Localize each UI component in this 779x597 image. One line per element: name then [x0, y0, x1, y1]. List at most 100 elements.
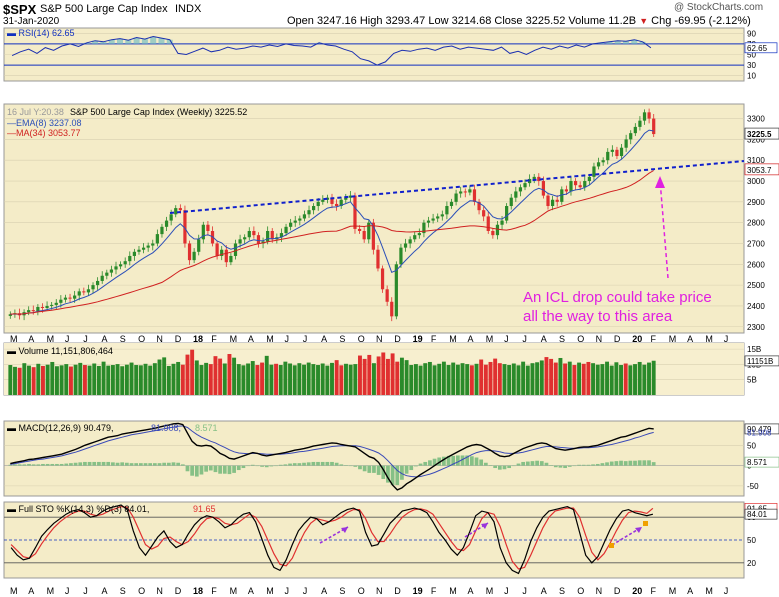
price-candle	[509, 197, 513, 207]
macd-histogram-bar	[390, 465, 395, 486]
volume-bar	[334, 360, 339, 395]
macd-histogram-bar	[106, 461, 111, 466]
price-candle	[321, 199, 325, 202]
price-candle	[266, 230, 270, 242]
price-candle	[445, 206, 449, 215]
x-axis-label: N	[596, 334, 603, 344]
volume-bar	[525, 365, 530, 395]
macd-histogram-bar	[549, 465, 553, 466]
macd-histogram-bar	[41, 463, 45, 466]
price-candle	[440, 214, 444, 217]
volume-bar	[358, 355, 362, 395]
chart-date: 31-Jan-2020	[3, 16, 60, 27]
x-axis-label-bottom: O	[138, 586, 145, 596]
x-axis-label: D	[175, 334, 182, 344]
price-candle	[316, 201, 320, 207]
volume-bar	[17, 367, 22, 395]
volume-bar	[371, 363, 376, 395]
x-axis-label: S	[120, 334, 126, 344]
sto-arrowhead-icon	[481, 523, 488, 529]
volume-bar	[651, 360, 656, 395]
volume-bar	[614, 362, 619, 395]
volume-bar	[539, 360, 544, 395]
macd-histogram-bar	[418, 463, 423, 466]
sto-marker-icon	[643, 521, 648, 526]
volume-bar	[166, 365, 171, 395]
price-candle	[174, 208, 178, 215]
macd-histogram-bar	[185, 465, 190, 472]
macd-histogram-bar	[283, 464, 288, 466]
macd-histogram-bar	[199, 465, 204, 475]
x-axis-label-bottom: 19	[413, 586, 423, 596]
price-candle	[436, 216, 440, 219]
macd-histogram-bar	[404, 465, 409, 474]
price-candle	[8, 314, 12, 316]
volume-bar	[106, 365, 111, 395]
volume-bar	[246, 363, 251, 395]
x-axis-label-bottom: A	[321, 586, 327, 596]
macd-histogram-bar	[45, 463, 50, 466]
price-candle	[596, 162, 601, 167]
price-candle	[555, 199, 559, 202]
volume-bar	[288, 363, 293, 395]
price-candle	[40, 306, 45, 309]
x-axis-label: D	[394, 334, 401, 344]
volume-bar	[87, 365, 92, 395]
price-candle	[546, 195, 550, 207]
sto-arrow-3	[611, 526, 643, 546]
macd-histogram-bar	[134, 463, 139, 466]
price-candle	[36, 306, 40, 312]
macd-histogram-bar	[166, 462, 171, 466]
macd-histogram-bar	[162, 462, 167, 466]
macd-histogram-bar	[190, 465, 195, 476]
x-axis-label: M	[705, 334, 713, 344]
x-axis-label: A	[321, 334, 327, 344]
price-candle	[638, 120, 642, 127]
volume-bar	[255, 365, 260, 395]
volume-bar	[344, 363, 348, 395]
x-axis-label-bottom: M	[669, 586, 677, 596]
macd-histogram-bar	[567, 465, 572, 467]
macd-histogram-bar	[558, 465, 563, 468]
x-axis-label-bottom: F	[431, 586, 437, 596]
price-tick-label: 2600	[747, 260, 765, 269]
macd-histogram-bar	[451, 455, 456, 466]
macd-histogram-bar	[442, 456, 446, 466]
macd-histogram-bar	[572, 465, 577, 467]
volume-bar	[185, 354, 190, 395]
price-candle	[123, 261, 127, 265]
change-label: Chg	[651, 15, 672, 27]
price-candle	[270, 230, 274, 240]
macd-histogram-bar	[507, 465, 512, 469]
sto-k-current-label: 84.01	[747, 510, 768, 519]
macd-histogram-bar	[628, 460, 633, 466]
high-value: 3293.47	[385, 15, 426, 27]
sto-tick-label: 20	[747, 559, 756, 568]
close-value: 3225.52	[525, 15, 566, 27]
x-axis-label: M	[669, 334, 677, 344]
x-axis-label-bottom: S	[120, 586, 126, 596]
macd-histogram-bar	[59, 463, 64, 466]
volume-bar	[232, 357, 237, 395]
volume-bar	[274, 363, 279, 395]
low-label: Low	[428, 15, 449, 27]
price-candle	[380, 268, 385, 290]
volume-bar	[460, 363, 465, 395]
price-tick-label: 2900	[747, 198, 765, 207]
macd-histogram-bar	[73, 462, 78, 466]
price-candle	[82, 291, 86, 293]
volume-bar	[283, 361, 288, 395]
price-candle	[215, 243, 219, 256]
price-candle	[541, 181, 546, 196]
price-tick-label: 2800	[747, 219, 765, 228]
x-axis-label: A	[468, 334, 474, 344]
volume-bar	[553, 362, 558, 395]
x-axis-label: O	[138, 334, 145, 344]
x-axis-label: M	[10, 334, 18, 344]
volume-bar	[138, 365, 143, 395]
price-candle	[505, 206, 509, 221]
x-axis-label-bottom: M	[705, 586, 713, 596]
volume-bar	[129, 362, 134, 395]
macd-histogram-bar	[36, 464, 41, 466]
price-candle	[619, 147, 624, 157]
